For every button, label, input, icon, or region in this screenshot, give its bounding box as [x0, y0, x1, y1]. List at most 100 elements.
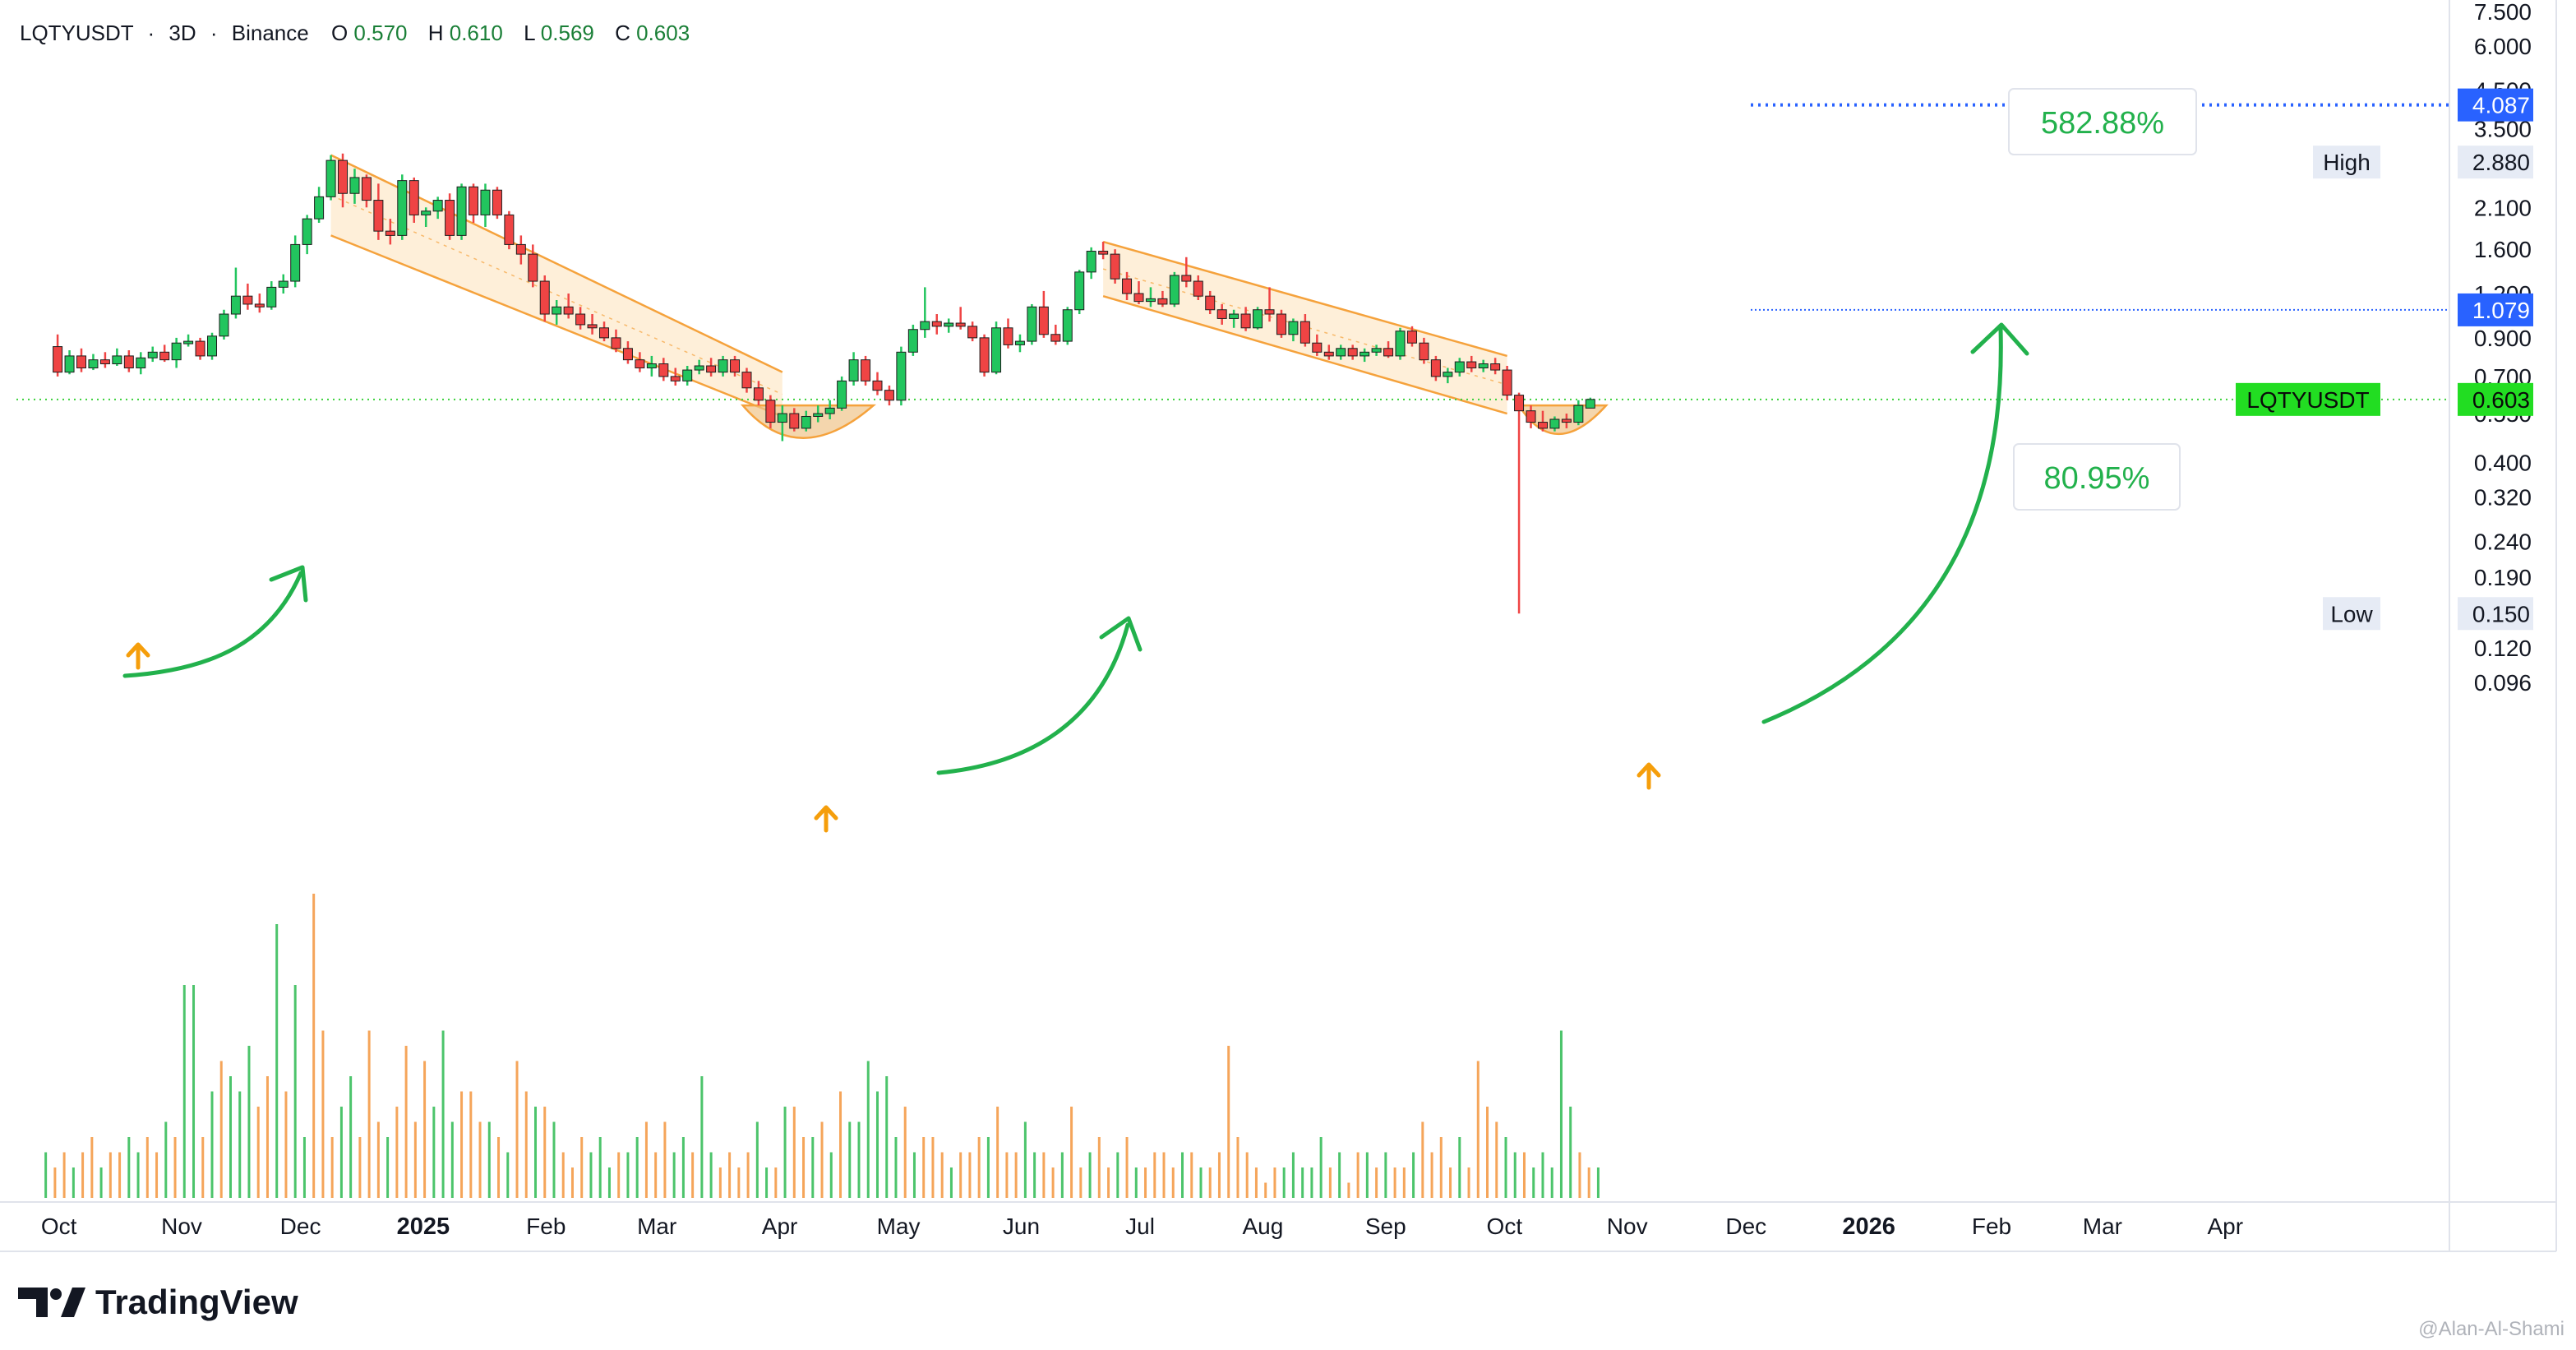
x-tick-label[interactable]: Oct — [41, 1214, 77, 1239]
x-tick-label[interactable]: Feb — [1972, 1214, 2011, 1239]
candle-up — [266, 286, 277, 307]
candle-up — [920, 321, 930, 331]
header-exchange: Binance — [232, 21, 309, 45]
x-tick-label[interactable]: Dec — [280, 1214, 321, 1239]
candle-up — [1549, 418, 1560, 429]
candle-up — [1062, 309, 1073, 342]
candle-down — [492, 189, 502, 215]
current-price-tag-label-bg — [2236, 382, 2380, 416]
x-tick-label[interactable]: Mar — [2083, 1214, 2122, 1239]
candle-up — [432, 200, 443, 212]
y-tick-label[interactable]: 0.096 — [2474, 670, 2532, 696]
y-tick-label[interactable]: 0.190 — [2474, 565, 2532, 590]
candle-down — [741, 372, 752, 389]
y-tick-label[interactable]: 7.500 — [2474, 0, 2532, 25]
candle-up — [1074, 271, 1085, 311]
x-tick-label[interactable]: Jul — [1125, 1214, 1155, 1239]
candle-down — [1537, 422, 1548, 429]
candle-down — [611, 337, 621, 349]
candle-down — [1466, 361, 1477, 369]
candle-down — [1205, 295, 1216, 311]
x-tick-label[interactable]: Aug — [1242, 1214, 1283, 1239]
y-tick-label[interactable]: 0.400 — [2474, 451, 2532, 476]
candle-up — [112, 355, 122, 365]
low-tag: Low 0.150 — [2323, 597, 2533, 631]
candle-down — [1419, 342, 1429, 361]
candle-up — [349, 177, 360, 194]
y-tick-label[interactable]: 0.900 — [2474, 326, 2532, 351]
candle-down — [1181, 275, 1192, 282]
candle-down — [53, 346, 63, 373]
candle-up — [1169, 275, 1180, 305]
candle-down — [539, 280, 550, 315]
candle-down — [1193, 280, 1203, 297]
candle-up — [1573, 405, 1584, 423]
x-axis[interactable]: Oct Nov Dec 2025 Feb Mar Apr May Jun Jul Aug Sep Oct… — [41, 1214, 2243, 1240]
candle-up — [777, 413, 787, 423]
x-tick-label[interactable]: Nov — [1607, 1214, 1648, 1239]
y-tick-label[interactable]: 0.120 — [2474, 636, 2532, 661]
y-tick-label[interactable]: 6.000 — [2474, 34, 2532, 59]
candle-up — [1443, 372, 1453, 377]
candle-down — [587, 324, 598, 329]
candle-up — [278, 280, 289, 288]
candle-up — [1253, 309, 1263, 329]
candle-down — [884, 390, 894, 401]
target1-tag-value: 4.087 — [2472, 93, 2530, 118]
author-watermark: @Alan-Al-Shami — [2418, 1318, 2564, 1340]
x-tick-label[interactable]: Jun — [1003, 1214, 1040, 1239]
x-tick-label[interactable]: Mar — [637, 1214, 676, 1239]
candle-up — [907, 329, 918, 353]
y-tick-label[interactable]: 0.320 — [2474, 484, 2532, 510]
candle-down — [528, 253, 538, 282]
candle-down — [955, 322, 966, 327]
candle-down — [1098, 251, 1109, 255]
candle-down — [658, 363, 669, 377]
high-tag-value-bg — [2458, 146, 2533, 179]
x-tick-label[interactable]: May — [877, 1214, 921, 1239]
x-tick-label[interactable]: 2026 — [1842, 1214, 1895, 1240]
x-tick-label[interactable]: Sep — [1365, 1214, 1406, 1239]
header-high-label: H — [428, 21, 444, 45]
candle-down — [1561, 418, 1572, 423]
x-tick-label[interactable]: Apr — [2207, 1214, 2243, 1239]
y-tick-label[interactable]: 1.600 — [2474, 237, 2532, 262]
tradingview-logo-icon — [18, 1288, 85, 1317]
candle-down — [1240, 313, 1251, 329]
header-close-label: C — [615, 21, 630, 45]
candle-up — [207, 335, 218, 357]
candle-up — [1454, 361, 1465, 373]
candle-down — [1526, 410, 1536, 423]
candle-up — [1360, 351, 1370, 357]
chart-header: LQTYUSDT · 3D · Binance O 0.570 H 0.610 … — [20, 21, 690, 45]
candle-down — [1490, 363, 1501, 371]
candle-up — [1478, 363, 1489, 369]
candle-up — [397, 180, 408, 236]
candle-down — [1347, 348, 1358, 357]
candle-up — [944, 322, 954, 327]
candle-up — [1371, 348, 1382, 353]
candle-up — [219, 313, 229, 337]
y-tick-label[interactable]: 2.100 — [2474, 195, 2532, 220]
tradingview-logo[interactable]: TradingView — [18, 1283, 298, 1321]
x-tick-label[interactable]: Oct — [1487, 1214, 1523, 1239]
candle-up — [136, 357, 146, 369]
x-tick-label[interactable]: Dec — [1725, 1214, 1766, 1239]
x-tick-label[interactable]: 2025 — [397, 1214, 450, 1240]
candle-down — [1038, 306, 1049, 335]
pct-top-text: 582.88% — [2041, 106, 2164, 141]
x-tick-label[interactable]: Apr — [762, 1214, 798, 1239]
candle-down — [445, 200, 455, 236]
candle-down — [1383, 348, 1394, 357]
candle-down — [753, 387, 764, 401]
candle-up — [290, 243, 301, 282]
candle-down — [730, 359, 741, 373]
x-tick-label[interactable]: Nov — [161, 1214, 202, 1239]
candle-down — [979, 337, 990, 373]
y-tick-label[interactable]: 0.240 — [2474, 529, 2532, 554]
candle-down — [861, 359, 871, 381]
candle-down — [159, 351, 170, 361]
x-tick-label[interactable]: Feb — [526, 1214, 566, 1239]
candle-down — [622, 348, 633, 361]
